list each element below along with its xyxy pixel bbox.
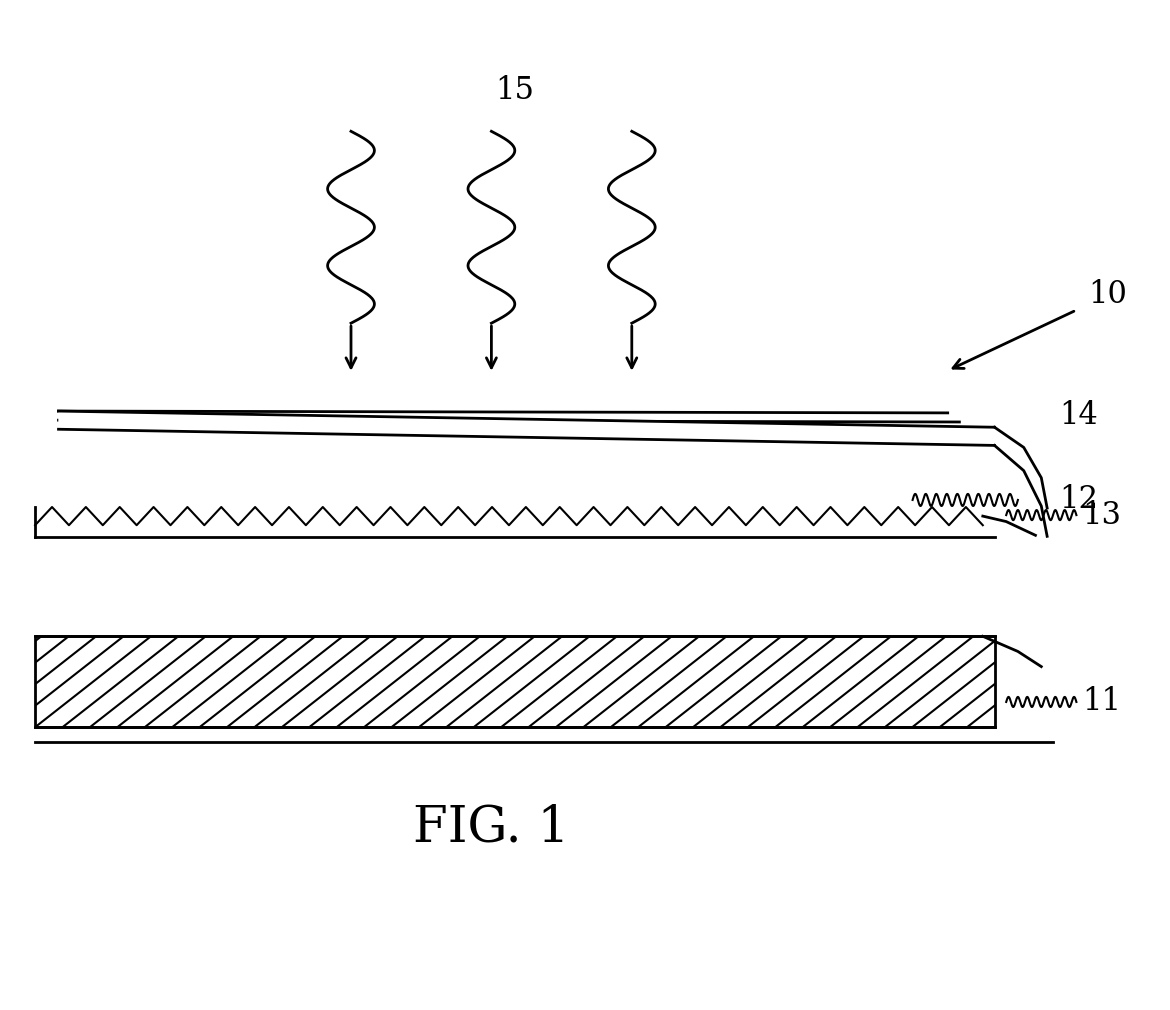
Text: 10: 10 [1088, 280, 1127, 310]
Text: 13: 13 [1082, 500, 1121, 530]
Text: 14: 14 [1059, 400, 1097, 430]
Bar [35, 636, 994, 727]
Text: 12: 12 [1059, 485, 1097, 515]
Polygon shape [35, 507, 994, 537]
Text: FIG. 1: FIG. 1 [413, 804, 570, 852]
FancyBboxPatch shape [35, 525, 994, 581]
Text: 15: 15 [495, 75, 535, 106]
Text: 11: 11 [1082, 687, 1121, 717]
